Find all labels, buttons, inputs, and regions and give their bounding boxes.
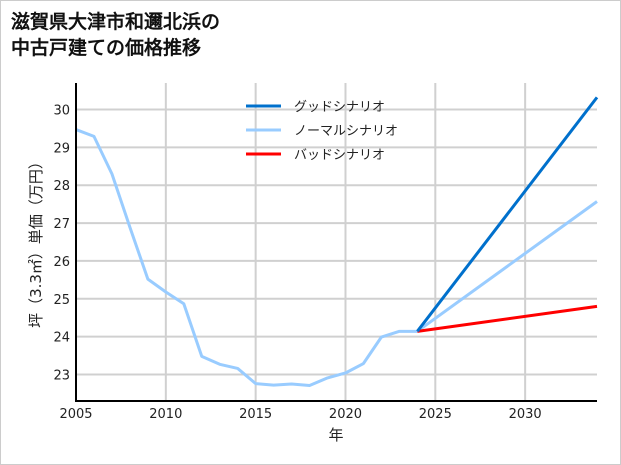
x-axis-label: 年 [328,426,343,444]
series-line-1 [416,200,598,333]
legend-label: バッドシナリオ [294,148,385,163]
legend-label: ノーマルシナリオ [294,124,398,139]
y-tick-label: 28 [53,179,70,194]
x-tick-label: 2005 [59,407,92,422]
y-tick-label: 24 [53,331,70,346]
y-tick-label: 30 [53,104,70,119]
y-tick-label: 29 [53,141,70,156]
x-tick-label: 2010 [149,407,182,422]
y-tick-label: 27 [53,217,70,232]
y-tick-label: 23 [53,369,70,384]
x-tick-label: 2015 [239,407,272,422]
series-line-2 [417,304,598,333]
legend-label: グッドシナリオ [294,100,385,115]
series-line-0 [416,96,599,333]
x-tick-label: 2030 [509,407,542,422]
title-line-2: 中古戸建ての価格推移 [11,37,202,59]
y-tick-label: 25 [53,293,70,308]
history-line [75,128,418,387]
y-tick-label: 26 [53,255,70,270]
chart-title: 滋賀県大津市和邇北浜の 中古戸建ての価格推移 [11,9,220,61]
title-line-1: 滋賀県大津市和邇北浜の [11,11,221,33]
x-tick-label: 2020 [329,407,362,422]
y-axis-label: 坪（3.3㎡）単価（万円） [27,154,45,328]
x-tick-label: 2025 [419,407,452,422]
